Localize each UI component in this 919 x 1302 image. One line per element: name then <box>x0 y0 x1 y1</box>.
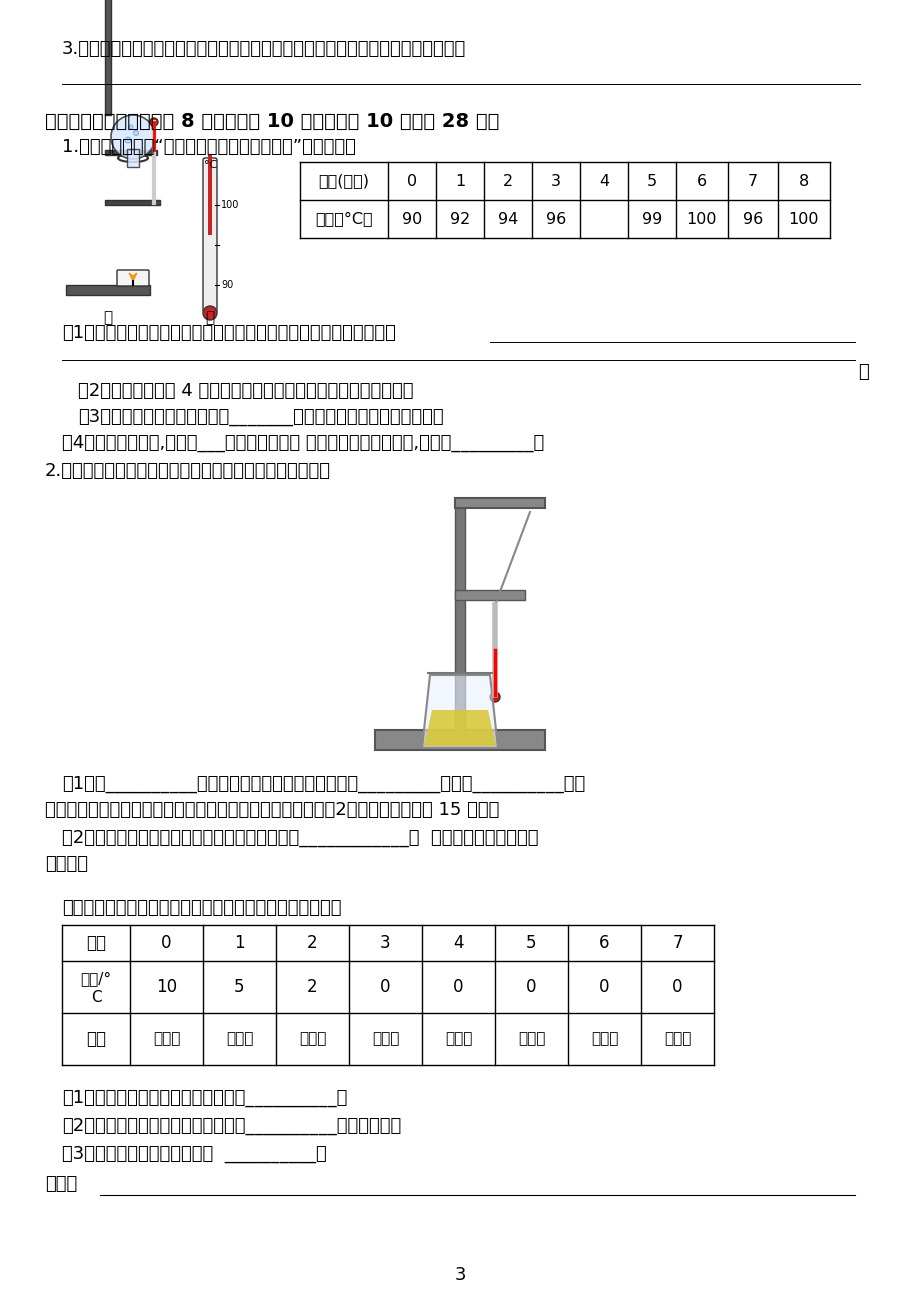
Circle shape <box>133 130 139 135</box>
Text: 8: 8 <box>798 173 808 189</box>
Circle shape <box>203 306 217 320</box>
Text: 0: 0 <box>161 934 172 952</box>
Text: 结冰中: 结冰中 <box>444 1031 471 1047</box>
Circle shape <box>129 125 133 129</box>
Text: 6: 6 <box>697 173 707 189</box>
Text: 90: 90 <box>221 280 233 290</box>
Circle shape <box>150 118 158 126</box>
Text: 5: 5 <box>646 173 656 189</box>
Text: 温度（°C）: 温度（°C） <box>315 211 372 227</box>
Text: 结冰中: 结冰中 <box>590 1031 618 1047</box>
Text: 7: 7 <box>672 934 682 952</box>
Text: 100: 100 <box>686 211 717 227</box>
FancyBboxPatch shape <box>375 730 544 750</box>
Text: （1）试管中清水的温度的下降速度是__________。: （1）试管中清水的温度的下降速度是__________。 <box>62 1088 347 1107</box>
Text: 0: 0 <box>526 978 536 996</box>
Text: 1: 1 <box>454 173 465 189</box>
Text: 3: 3 <box>380 934 391 952</box>
Bar <box>66 285 150 296</box>
Text: 乙: 乙 <box>205 310 214 326</box>
Text: 6: 6 <box>598 934 609 952</box>
Circle shape <box>490 691 499 702</box>
Text: 7: 7 <box>747 173 757 189</box>
Text: 温度/°: 温度/° <box>80 971 111 987</box>
Text: 结冰中: 结冰中 <box>371 1031 399 1047</box>
Text: 92: 92 <box>449 211 470 227</box>
Bar <box>208 155 211 234</box>
Bar <box>105 0 111 115</box>
Text: 0: 0 <box>380 978 391 996</box>
Text: °C: °C <box>204 160 218 171</box>
Text: 2.热水变凉有一定的规律，请根据提示完成实验操作内容。: 2.热水变凉有一定的规律，请根据提示完成实验操作内容。 <box>45 462 331 480</box>
Text: 变化: 变化 <box>85 1030 106 1048</box>
Text: 甲: 甲 <box>103 310 112 326</box>
Text: 。: 。 <box>857 363 868 381</box>
Text: 结冰中: 结冰中 <box>517 1031 545 1047</box>
Text: 理由：: 理由： <box>45 1174 77 1193</box>
Text: 10: 10 <box>155 978 176 996</box>
Text: 1.如图甲所示，是“研究水沸腾时温度变化特点”的装置图。: 1.如图甲所示，是“研究水沸腾时温度变化特点”的装置图。 <box>62 138 356 156</box>
Text: （2）实验结论：热水变凉的过程，温度的变化是____________。  请写出为什么会有这样: （2）实验结论：热水变凉的过程，温度的变化是____________。 请写出为… <box>62 829 538 848</box>
Bar <box>455 503 464 740</box>
Text: 仔细观察下表的内容，并结合所学的知识回答以下的问题。: 仔细观察下表的内容，并结合所学的知识回答以下的问题。 <box>62 898 341 917</box>
Text: 99: 99 <box>641 211 662 227</box>
Text: 0: 0 <box>453 978 463 996</box>
Text: 没结冰: 没结冰 <box>225 1031 253 1047</box>
Text: 0: 0 <box>598 978 609 996</box>
Text: 100: 100 <box>788 211 818 227</box>
Text: 4: 4 <box>453 934 463 952</box>
FancyBboxPatch shape <box>117 270 149 286</box>
Text: （1）将__________悬在铁架台上。在烧杆内倒入半杯_________，调整__________与它: （1）将__________悬在铁架台上。在烧杆内倒入半杯_________，调… <box>62 775 584 793</box>
FancyBboxPatch shape <box>203 158 217 312</box>
Text: 5: 5 <box>234 978 244 996</box>
Text: C: C <box>91 990 101 1005</box>
Bar <box>105 150 157 155</box>
Polygon shape <box>422 674 497 749</box>
Bar <box>105 201 160 204</box>
Text: 5: 5 <box>526 934 536 952</box>
Text: 1: 1 <box>234 934 244 952</box>
Text: 94: 94 <box>497 211 517 227</box>
Text: 时间(分钟): 时间(分钟) <box>318 173 369 189</box>
Text: 四、实验分析题（第一题 8 分，第二题 10 分，第三题 10 分，共 28 分）: 四、实验分析题（第一题 8 分，第二题 10 分，第三题 10 分，共 28 分… <box>45 112 499 132</box>
Text: 90: 90 <box>402 211 422 227</box>
Circle shape <box>111 115 154 159</box>
Bar <box>455 590 525 600</box>
Text: 96: 96 <box>742 211 762 227</box>
Text: 3: 3 <box>454 1266 465 1284</box>
Text: 3: 3 <box>550 173 561 189</box>
Text: 3.冬天，戴眼镜的同学从室外进入到室内时，眼镜片上会有一层白色的雾，为什么？: 3.冬天，戴眼镜的同学从室外进入到室内时，眼镜片上会有一层白色的雾，为什么？ <box>62 40 466 59</box>
Bar <box>127 148 139 167</box>
Circle shape <box>125 137 130 143</box>
Text: 没结冰: 没结冰 <box>299 1031 326 1047</box>
Text: 96: 96 <box>545 211 565 227</box>
Text: 结冰中: 结冰中 <box>664 1031 690 1047</box>
Polygon shape <box>129 273 137 281</box>
Text: 0: 0 <box>406 173 416 189</box>
Text: （3）从记录的数据看出，在第_______分钟记录的数据是明显错误的。: （3）从记录的数据看出，在第_______分钟记录的数据是明显错误的。 <box>78 408 443 426</box>
Text: 0: 0 <box>672 978 682 996</box>
Text: 2: 2 <box>307 978 317 996</box>
Text: 2: 2 <box>503 173 513 189</box>
Text: 没结冰: 没结冰 <box>153 1031 180 1047</box>
Text: 100: 100 <box>221 201 239 210</box>
Text: （1）实验时，小雯向烧杆中倒入热水而不用冷水，这种做法的目的是: （1）实验时，小雯向烧杆中倒入热水而不用冷水，这种做法的目的是 <box>62 324 395 342</box>
Text: 的位置。等它的液柱上升到最高点时，读出温度并记录，每隔2分钟读一次，观察 15 分钟。: 的位置。等它的液柱上升到最高点时，读出温度并记录，每隔2分钟读一次，观察 15 … <box>45 801 499 819</box>
Text: （2）用温度计测水温时，温度计下端__________接触试管壁。: （2）用温度计测水温时，温度计下端__________接触试管壁。 <box>62 1117 401 1135</box>
Text: 4: 4 <box>598 173 608 189</box>
Text: （4）从实验可得出,加热了___分钟水开始沸腾 水沸腾过程中需要吸热,但温度_________。: （4）从实验可得出,加热了___分钟水开始沸腾 水沸腾过程中需要吸热,但温度__… <box>62 434 544 452</box>
Text: 分钟: 分钟 <box>85 934 106 952</box>
Text: 2: 2 <box>307 934 317 952</box>
Text: 的变化？: 的变化？ <box>45 855 88 874</box>
Text: （3）冰和水是同一种物质吗？  __________。: （3）冰和水是同一种物质吗？ __________。 <box>62 1144 326 1163</box>
Bar <box>455 497 544 508</box>
Polygon shape <box>424 710 495 746</box>
Text: （2）图乙是实验第 4 分钟时温度计的示数，将其读数记录到表中。: （2）图乙是实验第 4 分钟时温度计的示数，将其读数记录到表中。 <box>78 381 413 400</box>
